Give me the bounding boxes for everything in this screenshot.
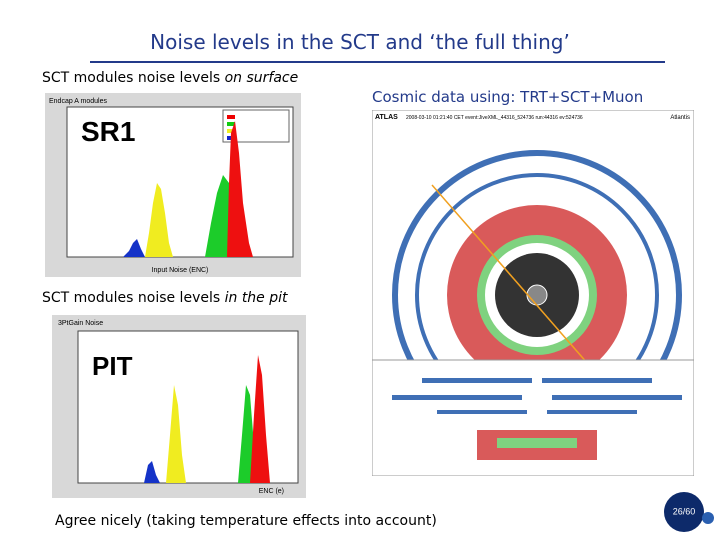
caption-text: SCT modules noise levels <box>42 70 225 86</box>
event-info: 2008-03-10 01:21:40 CET event:JiveXML_44… <box>406 115 583 121</box>
x-axis-label: Input Noise (ENC) <box>152 267 209 274</box>
pixel <box>526 284 548 306</box>
hist-blue <box>144 461 160 483</box>
hist-red <box>227 121 253 257</box>
hist-blue <box>123 239 145 257</box>
footer: Agree nicely (taking temperature effects… <box>55 513 437 529</box>
rz-chambers <box>392 378 682 414</box>
muon-track <box>431 184 603 381</box>
hist-yellow <box>145 183 173 257</box>
page-badge: 26/60 <box>664 492 714 532</box>
hist-yellow <box>166 385 186 483</box>
rz-em <box>497 438 577 448</box>
plot-label: PIT <box>92 351 133 381</box>
pit-caption: SCT modules noise levels in the pit <box>42 290 288 306</box>
atlantis-label: Atlantis <box>670 115 690 121</box>
caption-italic: in the pit <box>224 290 288 306</box>
badge-circle <box>664 492 704 532</box>
legend-swatch <box>227 122 235 126</box>
hist-red <box>250 355 270 483</box>
page-number: 26/60 <box>673 506 696 516</box>
title-rule <box>90 61 665 63</box>
legend-swatch <box>227 115 235 119</box>
plot-header: 3PtGain Noise <box>58 320 103 327</box>
surface-caption: SCT modules noise levels on surface <box>42 70 298 86</box>
sr1-plot: Endcap A modules SR1 Input Noise (ENC) <box>45 93 301 277</box>
cosmic-caption: Cosmic data using: TRT+SCT+Muon <box>372 88 644 106</box>
slide-title: Noise levels in the SCT and ‘the full th… <box>150 30 570 54</box>
plot-label: SR1 <box>81 116 135 147</box>
plot-header: Endcap A modules <box>49 98 107 105</box>
x-axis-label: ENC (e) <box>259 488 284 495</box>
caption-text: SCT modules noise levels <box>42 290 225 306</box>
legend-swatch <box>227 129 235 133</box>
caption-italic: on surface <box>224 70 299 86</box>
pit-plot: 3PtGain Noise PIT ENC (e) <box>52 315 306 498</box>
badge-dot <box>702 512 714 524</box>
atlas-label: ATLAS <box>375 114 398 121</box>
event-display: ATLAS 2008-03-10 01:21:40 CET event:Jive… <box>372 110 694 476</box>
